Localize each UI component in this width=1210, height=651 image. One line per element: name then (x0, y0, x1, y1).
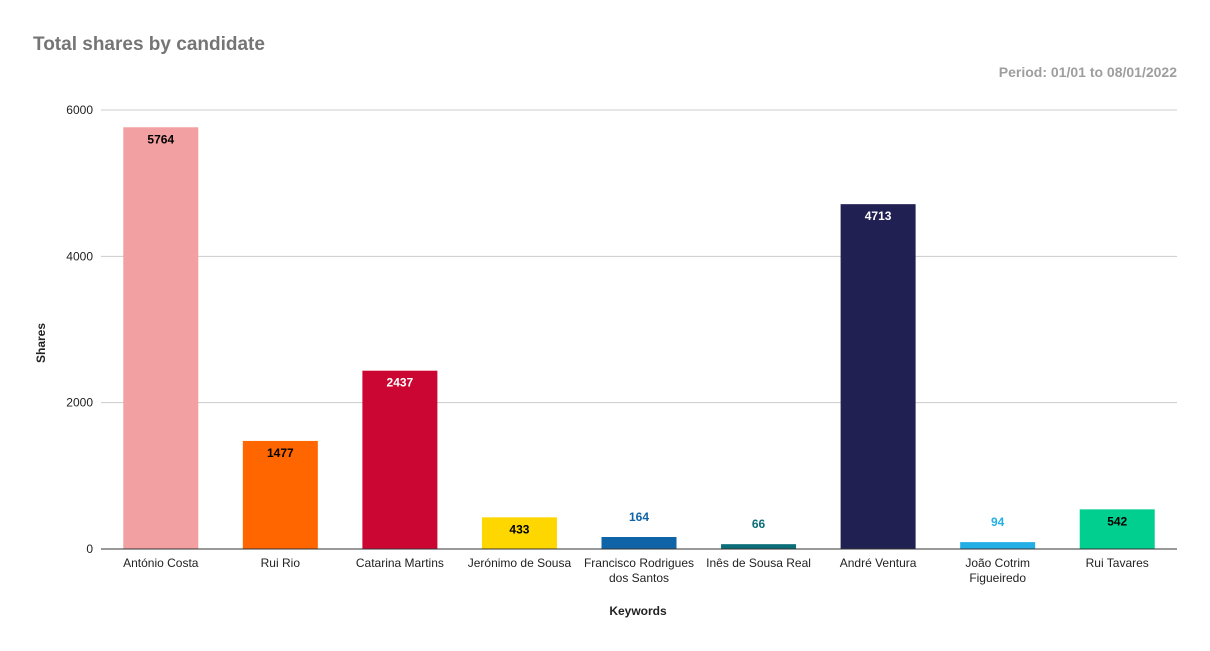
x-tick-label: Jerónimo de Sousa (468, 556, 572, 570)
bar-value-label: 164 (629, 510, 649, 524)
bar (242, 440, 318, 549)
x-tick-label: André Ventura (840, 556, 917, 570)
x-axis-ticks: António Costa Rui Rio Catarina Martins Jeró… (123, 556, 1149, 585)
bar (1079, 509, 1155, 549)
bar-value-label: 5764 (147, 132, 174, 146)
bar (960, 542, 1036, 549)
gridlines (101, 109, 1177, 404)
y-axis-ticks: 0 2000 4000 6000 (66, 103, 93, 556)
bar-value-label: 433 (509, 522, 529, 536)
bar-value-label: 1477 (267, 446, 294, 460)
y-axis-label: Shares (34, 323, 48, 363)
bar-value-label: 94 (991, 515, 1005, 529)
bars (123, 127, 1155, 549)
bar-value-label: 66 (752, 517, 766, 531)
bar (601, 537, 677, 549)
bar (721, 544, 797, 549)
chart-subtitle: Period: 01/01 to 08/01/2022 (998, 64, 1177, 80)
bar-value-label: 4713 (865, 209, 892, 223)
x-tick-label: Francisco Rodrigues dos Santos (584, 556, 694, 585)
x-tick-label: Catarina Martins (356, 556, 444, 570)
chart-title: Total shares by candidate (33, 34, 265, 55)
bar (481, 517, 557, 549)
x-tick-label: António Costa (123, 556, 199, 570)
y-tick-label: 2000 (66, 396, 93, 410)
x-tick-label: João Cotrim Figueiredo (965, 556, 1030, 585)
bar-value-label: 542 (1107, 514, 1127, 528)
x-tick-label: Inês de Sousa Real (706, 556, 811, 570)
bar-value-label: 2437 (387, 376, 414, 390)
x-axis-label: Keywords (609, 604, 667, 618)
x-tick-label: Rui Rio (261, 556, 301, 570)
bar (123, 127, 199, 549)
bar-value-labels: 5764 1477 2437 433 164 66 4713 94 542 (147, 132, 1127, 536)
y-tick-label: 4000 (66, 249, 93, 263)
y-tick-label: 6000 (66, 103, 93, 117)
bar (840, 204, 916, 549)
x-tick-label: Rui Tavares (1086, 556, 1149, 570)
y-tick-label: 0 (86, 542, 93, 556)
bar (362, 370, 438, 549)
